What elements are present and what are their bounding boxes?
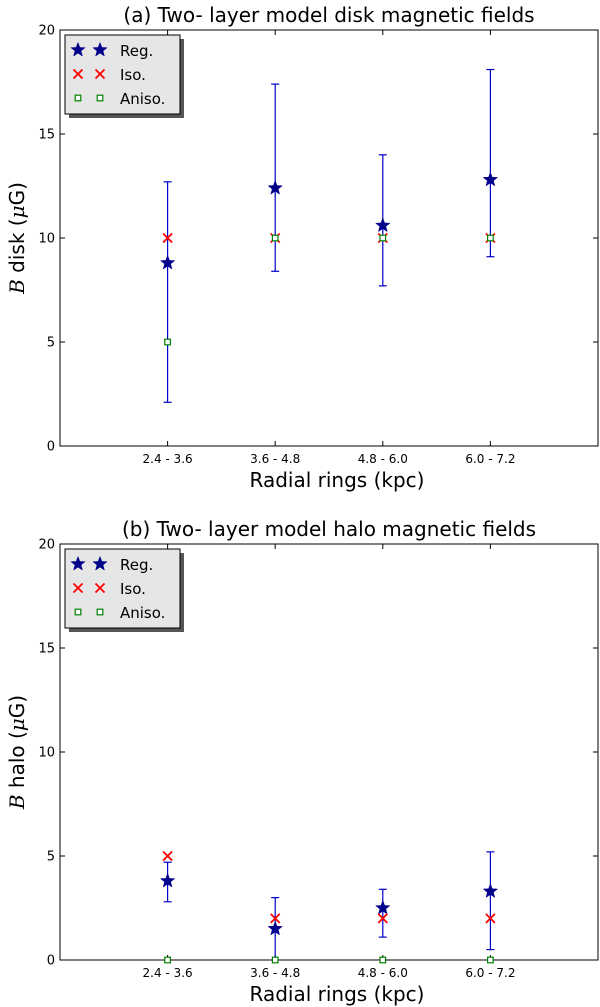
legend-marker-x [94,582,106,594]
point-star [159,872,176,888]
y-tick-label: 5 [47,850,55,865]
chart-disk: (a) Two- layer model disk magnetic field… [5,3,599,492]
x-axis-label: Radial rings (kpc) [250,468,425,492]
x-tick-label: 4.8 - 6.0 [358,966,408,980]
point-square [379,956,387,964]
x-tick-label: 6.0 - 7.2 [465,452,515,466]
point-square [487,234,494,242]
x-tick-label: 6.0 - 7.2 [465,966,515,980]
point-x [377,913,388,924]
y-tick-label: 0 [47,440,55,455]
y-axis-label: B halo (μG) [5,695,29,810]
legend-label: Iso. [120,66,146,84]
point-x [485,913,496,924]
point-square [487,956,494,964]
y-tick-label: 10 [38,746,55,761]
point-square [271,234,279,242]
point-x [162,232,173,244]
point-star [159,254,176,270]
x-axis-label: Radial rings (kpc) [250,982,425,1006]
y-tick-label: 20 [38,538,55,553]
y-axis-label-mu: μ [5,718,29,731]
y-axis-label-var: B [5,279,29,295]
legend-marker-star [92,555,108,571]
x-tick-label: 2.4 - 3.6 [143,452,193,466]
y-axis-label-mu: μ [5,205,29,218]
y-axis-label-text: disk ( [5,218,29,279]
legend: Reg. Iso. Aniso. [64,34,181,115]
y-tick-label: 15 [38,128,55,143]
x-tick-label: 3.6 - 4.8 [250,452,300,466]
y-tick-label: 15 [38,642,55,657]
y-axis-label-text: halo ( [5,731,29,794]
y-tick-label: 10 [38,232,55,247]
point-star [374,217,391,233]
chart-title: (a) Two- layer model disk magnetic field… [123,3,534,27]
point-star [482,171,499,187]
chart-halo: (b) Two- layer model halo magnetic field… [5,517,599,1006]
x-tick-label: 2.4 - 3.6 [143,966,193,980]
y-tick-label: 5 [47,336,55,351]
legend-marker-square [74,608,82,616]
point-square [164,956,172,964]
legend-marker-square [74,94,82,102]
legend-marker-x [72,68,84,80]
point-star [482,883,499,899]
legend: Reg. Iso. Aniso. [64,548,181,629]
legend-label: Aniso. [120,604,165,622]
legend-marker-star [70,41,86,57]
legend-marker-square [96,94,104,102]
legend-label: Reg. [120,556,153,574]
y-tick-label: 20 [38,24,55,39]
point-square [271,956,279,964]
y-axis-label: B disk (μG) [5,182,29,295]
y-axis-label-unit: G) [5,182,29,205]
y-tick-label: 0 [47,954,55,969]
y-axis-label-var: B [5,794,29,810]
legend-marker-square [96,608,104,616]
point-x [162,850,173,862]
point-square [379,234,387,242]
point-star [267,920,284,936]
legend-label: Iso. [120,580,146,598]
point-x [270,913,281,924]
x-tick-label: 3.6 - 4.8 [250,966,300,980]
chart-title: (b) Two- layer model halo magnetic field… [122,517,536,541]
point-square [164,338,172,346]
point-star [374,899,391,915]
y-axis-label-unit: G) [5,695,29,718]
legend-label: Reg. [120,42,153,60]
point-star [267,179,284,195]
legend-marker-x [94,68,106,80]
legend-marker-star [92,41,108,57]
legend-marker-x [72,582,84,594]
legend-marker-star [70,555,86,571]
x-tick-label: 4.8 - 6.0 [358,452,408,466]
legend-label: Aniso. [120,90,165,108]
